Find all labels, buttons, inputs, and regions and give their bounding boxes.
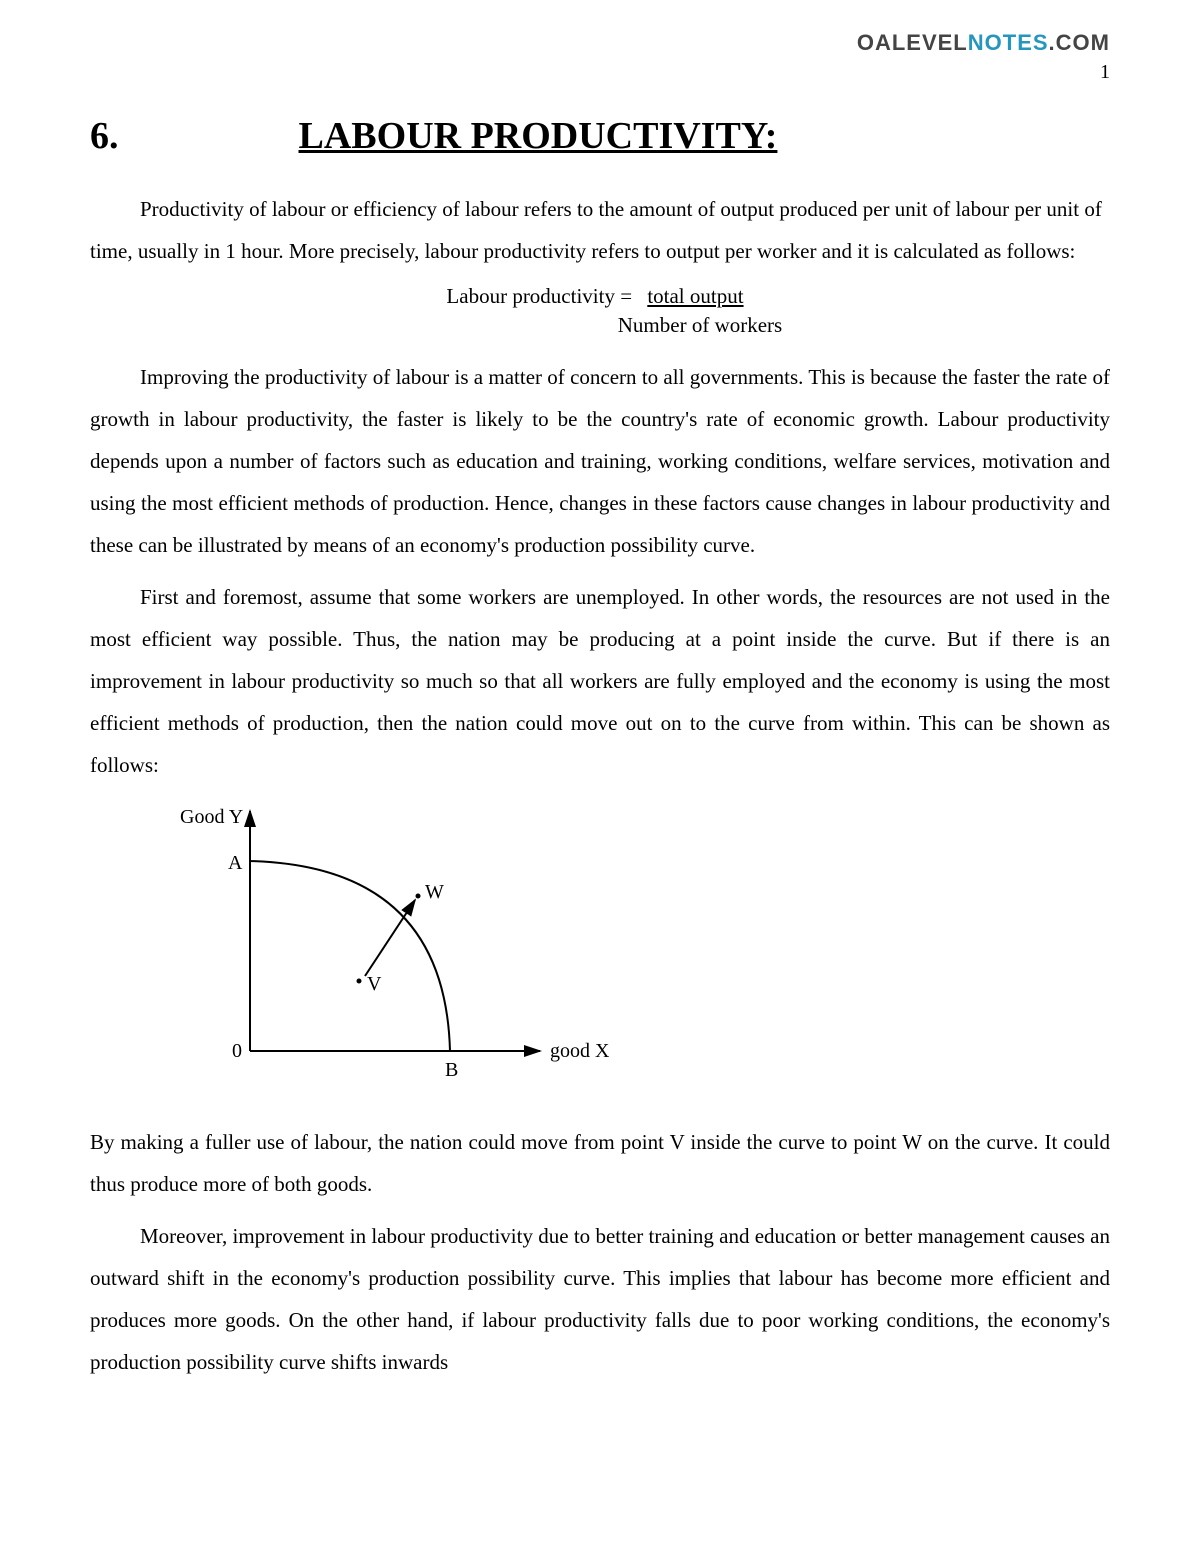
- formula-lhs: Labour productivity =: [446, 284, 637, 308]
- paragraph-2: Improving the productivity of labour is …: [90, 356, 1110, 566]
- formula-denominator: Number of workers: [290, 311, 1110, 340]
- ppc-diagram: Good Y good X 0 A B V W: [170, 801, 1110, 1096]
- title-row: 6. LABOUR PRODUCTIVITY:: [90, 114, 1110, 158]
- svg-text:V: V: [367, 973, 382, 995]
- svg-text:good X: good X: [550, 1040, 610, 1062]
- main-title: LABOUR PRODUCTIVITY:: [299, 114, 778, 158]
- svg-text:Good Y: Good Y: [180, 806, 243, 828]
- formula-numerator: total output: [637, 284, 753, 308]
- formula: Labour productivity = total output Numbe…: [90, 282, 1110, 341]
- brand-part1: OALEVEL: [857, 30, 968, 55]
- paragraph-4: By making a fuller use of labour, the na…: [90, 1121, 1110, 1205]
- svg-text:B: B: [445, 1059, 458, 1081]
- paragraph-1: Productivity of labour or efficiency of …: [90, 188, 1110, 272]
- paragraph-3: First and foremost, assume that some wor…: [90, 576, 1110, 786]
- svg-text:0: 0: [232, 1040, 242, 1062]
- section-number: 6.: [90, 114, 119, 158]
- svg-text:W: W: [425, 881, 444, 903]
- paragraph-5: Moreover, improvement in labour producti…: [90, 1215, 1110, 1383]
- svg-text:A: A: [228, 852, 243, 874]
- brand-header: OALEVELNOTES.COM: [90, 30, 1110, 56]
- page-number: 1: [90, 61, 1110, 84]
- brand-part3: .COM: [1049, 30, 1110, 55]
- brand-part2: NOTES: [968, 30, 1049, 55]
- ppc-svg: Good Y good X 0 A B V W: [170, 801, 610, 1091]
